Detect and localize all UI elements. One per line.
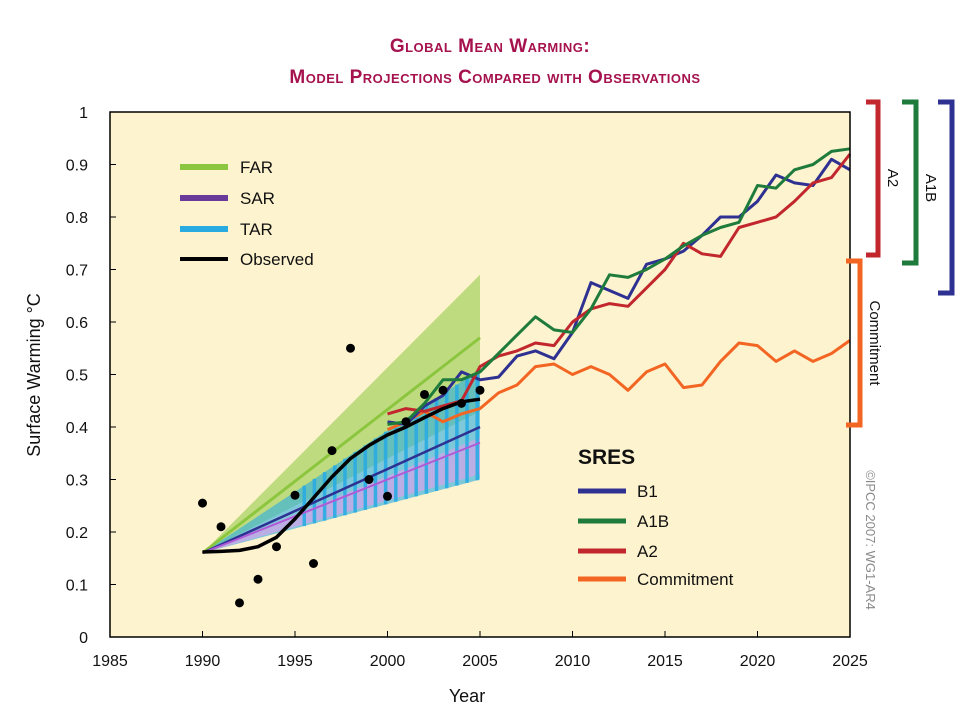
projection-legend: FAR SAR TAR Observed bbox=[180, 158, 314, 269]
observed-point bbox=[438, 385, 448, 395]
sar-central-line bbox=[202, 441, 481, 554]
past-projection-bands bbox=[201, 274, 481, 555]
observed-smoothed-line bbox=[202, 397, 481, 554]
observed-point bbox=[272, 542, 281, 552]
observed-point bbox=[383, 491, 392, 501]
series-line-a1b bbox=[387, 147, 851, 426]
y-tick-label: 0.9 bbox=[66, 158, 88, 175]
y-tick-label: 0.4 bbox=[66, 420, 88, 437]
x-tick-label: 2010 bbox=[555, 653, 591, 670]
x-tick-label: 2025 bbox=[832, 653, 868, 670]
x-tick-label: 2015 bbox=[647, 653, 683, 670]
observed-point bbox=[235, 598, 244, 608]
observed-point bbox=[216, 522, 226, 532]
sres-label-commitment: Commitment bbox=[637, 570, 734, 589]
legend-label-observed: Observed bbox=[240, 250, 314, 269]
y-tick-label: 1 bbox=[79, 105, 88, 122]
chart-title-line2: Model Projections Compared with Observat… bbox=[289, 67, 700, 88]
observed-point bbox=[457, 398, 466, 408]
y-tick-label: 0.3 bbox=[66, 473, 88, 490]
tar-central-line bbox=[201, 425, 481, 555]
bracket-commitment bbox=[846, 258, 863, 428]
y-tick-label: 0.7 bbox=[66, 263, 88, 280]
scenario-range-brackets: A2 A1B B1 Commitment bbox=[846, 99, 960, 428]
observed-point bbox=[327, 446, 337, 456]
y-tick-label: 0 bbox=[79, 630, 88, 647]
tar-range-band bbox=[202, 369, 480, 553]
bracket-label-commitment: Commitment bbox=[866, 300, 883, 386]
series-line-b1 bbox=[387, 157, 851, 426]
observed-point bbox=[475, 385, 485, 395]
x-axis-label: Year bbox=[449, 686, 485, 706]
y-tick-label: 0.6 bbox=[66, 315, 88, 332]
x-tick-label: 2020 bbox=[740, 653, 776, 670]
y-tick-label: 0.5 bbox=[66, 368, 88, 385]
observed-data bbox=[198, 343, 485, 608]
series-lines bbox=[386, 147, 852, 431]
bracket-b1 bbox=[938, 99, 955, 296]
chart-title-line1: Global Mean Warming: bbox=[390, 36, 590, 57]
y-tick-label: 0.1 bbox=[66, 578, 88, 595]
sres-label-a1b: A1B bbox=[637, 512, 669, 531]
bracket-label-b1: B1 bbox=[958, 186, 960, 204]
sres-legend-title: SRES bbox=[578, 446, 635, 469]
observed-point bbox=[346, 343, 355, 353]
bracket-a1b bbox=[902, 99, 919, 266]
series-line-commitment bbox=[386, 339, 851, 431]
observed-point bbox=[198, 498, 207, 508]
observed-point bbox=[253, 574, 263, 584]
x-tick-label: 2005 bbox=[462, 653, 498, 670]
bracket-label-a2: A2 bbox=[884, 169, 901, 187]
far-range-band bbox=[202, 274, 480, 553]
observed-point bbox=[309, 559, 318, 568]
observed-point bbox=[420, 389, 429, 399]
x-tick-label: 1990 bbox=[185, 653, 221, 670]
copyright-notice: ©IPCC 2007: WG1-AR4 bbox=[863, 470, 878, 610]
legend-label-far: FAR bbox=[240, 158, 273, 177]
x-tick-label: 2000 bbox=[370, 653, 406, 670]
y-tick-label: 0.2 bbox=[66, 525, 88, 542]
far-central-line bbox=[201, 336, 481, 555]
y-axis-label: Surface Warming °C bbox=[24, 293, 44, 457]
plot-frame bbox=[109, 111, 851, 638]
x-tick-label: 1995 bbox=[277, 653, 313, 670]
bracket-a2 bbox=[866, 99, 881, 258]
legend-label-sar: SAR bbox=[240, 189, 275, 208]
sres-label-a2: A2 bbox=[637, 542, 658, 561]
observed-point bbox=[364, 475, 374, 484]
axis-ticks: 1985 1990 1995 2000 2005 2010 2015 2020 2025 0 0.1… bbox=[66, 105, 868, 670]
series-line-a2 bbox=[387, 153, 852, 416]
y-tick-label: 0.8 bbox=[66, 210, 88, 227]
sres-legend: SRES B1 A1B A2 Commitment bbox=[578, 446, 734, 589]
legend-label-tar: TAR bbox=[240, 220, 273, 239]
observed-point bbox=[401, 417, 411, 427]
sar-range-band bbox=[202, 437, 480, 553]
observed-point bbox=[290, 490, 300, 500]
x-tick-label: 1985 bbox=[92, 653, 128, 670]
bracket-label-a1b: A1B bbox=[922, 174, 939, 202]
sres-label-b1: B1 bbox=[637, 482, 658, 501]
